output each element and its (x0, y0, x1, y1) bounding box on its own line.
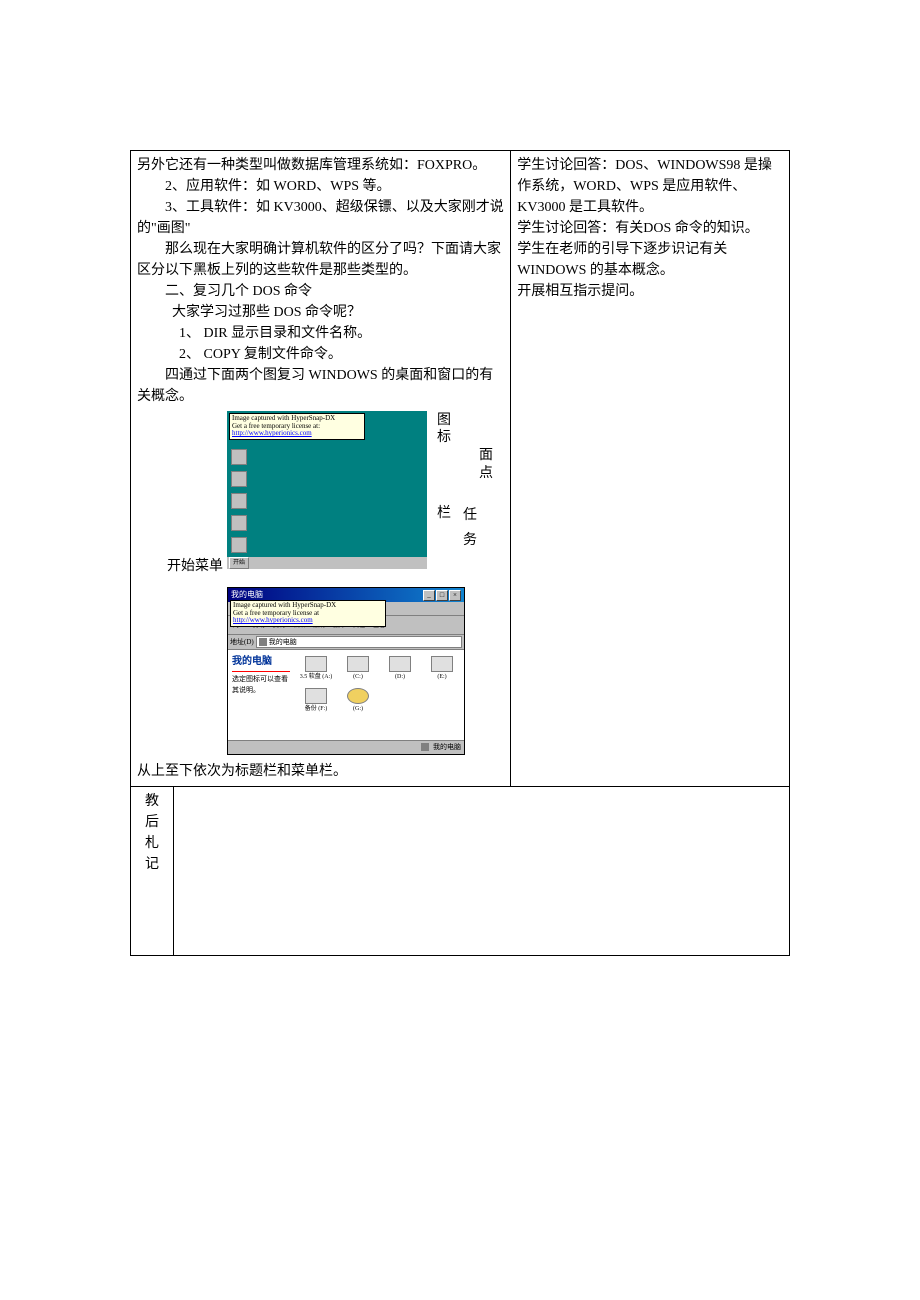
drive-label: 备份 (F:) (305, 706, 328, 712)
lesson-table: 另外它还有一种类型叫做数据库管理系统如：FOXPRO。 2、应用软件：如 WOR… (130, 150, 790, 956)
para-6: 大家学习过那些 DOS 命令呢？ (137, 302, 504, 323)
drive-label: (C:) (353, 674, 363, 680)
para-10: 从上至下依次为标题栏和菜单栏。 (137, 761, 504, 782)
drive-label: (G:) (353, 706, 363, 712)
para-1: 另外它还有一种类型叫做数据库管理系统如：FOXPRO。 (137, 155, 504, 176)
footer-label: 教后札记 (137, 791, 167, 875)
right-para-3: 学生在老师的引导下逐步识记有关 WINDOWS 的基本概念。 (517, 239, 783, 281)
window-title-buttons: _ □ × (423, 590, 461, 601)
close-button[interactable]: × (449, 590, 461, 601)
footer-label-cell: 教后札记 (131, 787, 174, 955)
side-divider (232, 671, 290, 672)
para-5: 二、复习几个 DOS 命令 (137, 281, 504, 302)
drive-icon (389, 656, 411, 672)
left-content-cell: 另外它还有一种类型叫做数据库管理系统如：FOXPRO。 2、应用软件：如 WOR… (131, 151, 511, 787)
address-label: 地址(D) (230, 637, 254, 648)
drive-icon (305, 688, 327, 704)
window-side-panel: 我的电脑 选定图标可以查看其说明。 (228, 650, 294, 740)
address-bar: 地址(D) 我的电脑 (228, 635, 464, 651)
start-menu-label: 开始菜单 (167, 556, 223, 577)
drive-label: (D:) (395, 674, 405, 680)
drive-item[interactable]: (G:) (340, 688, 376, 714)
window-body: 我的电脑 选定图标可以查看其说明。 3.5 软盘 (A:) (C:) (D:) … (228, 650, 464, 740)
para-9: 四通过下面两个图复习 WINDOWS 的桌面和窗口的有关概念。 (137, 365, 504, 407)
para-7: 1、 DIR 显示目录和文件名称。 (137, 323, 504, 344)
drive-label: (E:) (437, 674, 446, 680)
annotation-icon: 图标 (437, 413, 451, 447)
mycomputer-window: 我的电脑 _ □ × Image captured with HyperSnap… (227, 587, 465, 755)
drive-item[interactable]: (C:) (340, 656, 376, 682)
left-content-wrap: 另外它还有一种类型叫做数据库管理系统如：FOXPRO。 2、应用软件：如 WOR… (137, 155, 504, 782)
cd-icon (347, 688, 369, 704)
desktop-icon (231, 493, 247, 509)
minimize-button[interactable]: _ (423, 590, 435, 601)
annotation-task: 任务 (463, 503, 477, 553)
side-text: 选定图标可以查看其说明。 (232, 674, 290, 695)
right-para-2: 学生讨论回答：有关DOS 命令的知识。 (517, 218, 783, 239)
hypersnap-tooltip-2: Image captured with HyperSnap-DX Get a f… (230, 600, 386, 627)
para-4: 那么现在大家明确计算机软件的区分了吗？下面请大家区分以下黑板上列的这些软件是那些… (137, 239, 504, 281)
tooltip-link[interactable]: http://www.hyperionics.com (232, 429, 312, 437)
floppy-icon (305, 656, 327, 672)
drive-item[interactable]: (D:) (382, 656, 418, 682)
para-8: 2、 COPY 复制文件命令。 (137, 344, 504, 365)
annotation-desktop: 面点 (479, 447, 493, 483)
taskbar: 开始 (227, 557, 427, 569)
window-statusbar: 我的电脑 (228, 740, 464, 754)
window-screenshot-wrap: 我的电脑 _ □ × Image captured with HyperSnap… (227, 587, 504, 755)
address-value: 我的电脑 (269, 637, 297, 648)
drive-item[interactable]: (E:) (424, 656, 460, 682)
right-para-4: 开展相互指示提问。 (517, 281, 783, 302)
desktop-icon (231, 471, 247, 487)
window-icon-view: 3.5 软盘 (A:) (C:) (D:) (E:) 备份 (F:) (G:) (294, 650, 464, 740)
desktop-icon (231, 537, 247, 553)
drive-icon (431, 656, 453, 672)
footer-cell: 教后札记 (131, 786, 790, 955)
drive-icon (347, 656, 369, 672)
desktop-screenshot: Image captured with HyperSnap-DX Get a f… (227, 411, 427, 569)
drive-item[interactable]: 备份 (F:) (298, 688, 334, 714)
hypersnap-tooltip: Image captured with HyperSnap-DX Get a f… (229, 413, 365, 440)
right-content-cell: 学生讨论回答：DOS、WINDOWS98 是操作系统，WORD、WPS 是应用软… (511, 151, 790, 787)
footer-content-cell (174, 787, 790, 955)
para-3: 3、工具软件：如 KV3000、超级保镖、以及大家刚才说的"画图" (137, 197, 504, 239)
drive-label: 3.5 软盘 (A:) (300, 674, 333, 680)
mycomputer-icon (259, 638, 267, 646)
start-button[interactable]: 开始 (229, 557, 249, 569)
document-page: 另外它还有一种类型叫做数据库管理系统如：FOXPRO。 2、应用软件：如 WOR… (0, 0, 920, 1056)
address-input[interactable]: 我的电脑 (256, 636, 462, 649)
desktop-icon (231, 515, 247, 531)
para-2: 2、应用软件：如 WORD、WPS 等。 (137, 176, 504, 197)
drive-item[interactable]: 3.5 软盘 (A:) (298, 656, 334, 682)
status-mycomputer-icon (421, 743, 429, 751)
side-title: 我的电脑 (232, 654, 290, 669)
desktop-screenshot-wrap: Image captured with HyperSnap-DX Get a f… (227, 411, 504, 569)
right-para-1: 学生讨论回答：DOS、WINDOWS98 是操作系统，WORD、WPS 是应用软… (517, 155, 783, 218)
annotation-col: 栏 (437, 503, 451, 524)
maximize-button[interactable]: □ (436, 590, 448, 601)
desktop-icon (231, 449, 247, 465)
status-text: 我的电脑 (433, 742, 461, 753)
tooltip2-link[interactable]: http://www.hyperionics.com (233, 616, 313, 624)
